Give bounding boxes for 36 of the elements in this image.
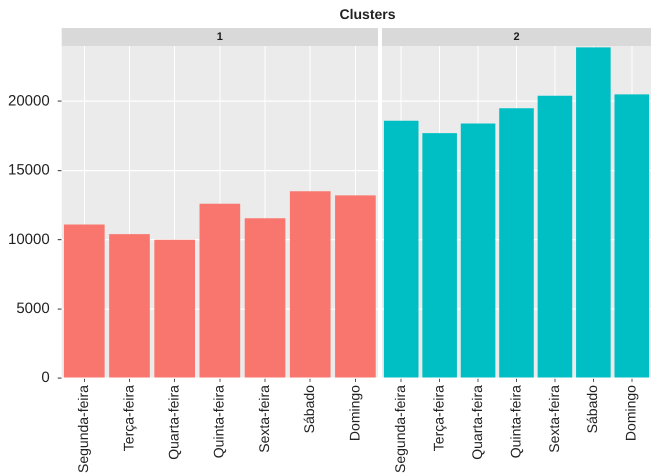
x-tick-label: Domingo xyxy=(346,384,362,442)
x-tick-label: Quinta-feira xyxy=(210,384,227,458)
chart-title: 2 xyxy=(513,31,520,44)
bar xyxy=(200,204,240,378)
bar xyxy=(244,218,286,378)
bar xyxy=(576,47,611,378)
y-tick-label: 5000 xyxy=(16,300,50,318)
text: Clusters xyxy=(338,6,397,22)
x-tick-label: Sábado xyxy=(584,384,600,434)
y-tick-label: 20000 xyxy=(8,92,50,110)
chart-title: 1 xyxy=(216,31,223,44)
bar xyxy=(614,94,650,378)
bar xyxy=(290,191,331,378)
bar xyxy=(422,133,457,378)
x-tick-label: Sábado xyxy=(301,384,318,434)
bar xyxy=(109,234,150,378)
y-tick-label: 0 xyxy=(41,369,50,386)
x-tick-label: Quarta-feira xyxy=(166,384,182,460)
x-tick-label: Quarta-feira xyxy=(468,384,485,460)
x-tick-label: Terça-feira xyxy=(120,384,136,452)
y-tick-label: 10000 xyxy=(8,230,50,248)
x-tick-label: Segunda-feira xyxy=(75,384,92,473)
bar xyxy=(384,120,419,378)
x-tick-label: Terça-feira xyxy=(430,384,446,452)
x-tick-label: Sexta-feira xyxy=(256,384,272,453)
x-tick-label: Sexta-feira xyxy=(546,384,562,453)
x-tick-label: Segunda-feira xyxy=(392,384,408,473)
bar xyxy=(460,123,496,378)
x-tick-label: Quinta-feira xyxy=(507,384,524,458)
bar xyxy=(335,195,376,378)
bar xyxy=(154,240,196,378)
bar xyxy=(538,96,572,378)
bar xyxy=(499,108,534,378)
bar xyxy=(64,224,105,378)
y-tick-label: 15000 xyxy=(8,162,50,179)
x-tick-label: Domingo xyxy=(622,384,639,442)
